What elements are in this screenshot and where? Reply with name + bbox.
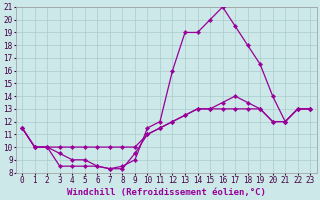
X-axis label: Windchill (Refroidissement éolien,°C): Windchill (Refroidissement éolien,°C) [67, 188, 266, 197]
